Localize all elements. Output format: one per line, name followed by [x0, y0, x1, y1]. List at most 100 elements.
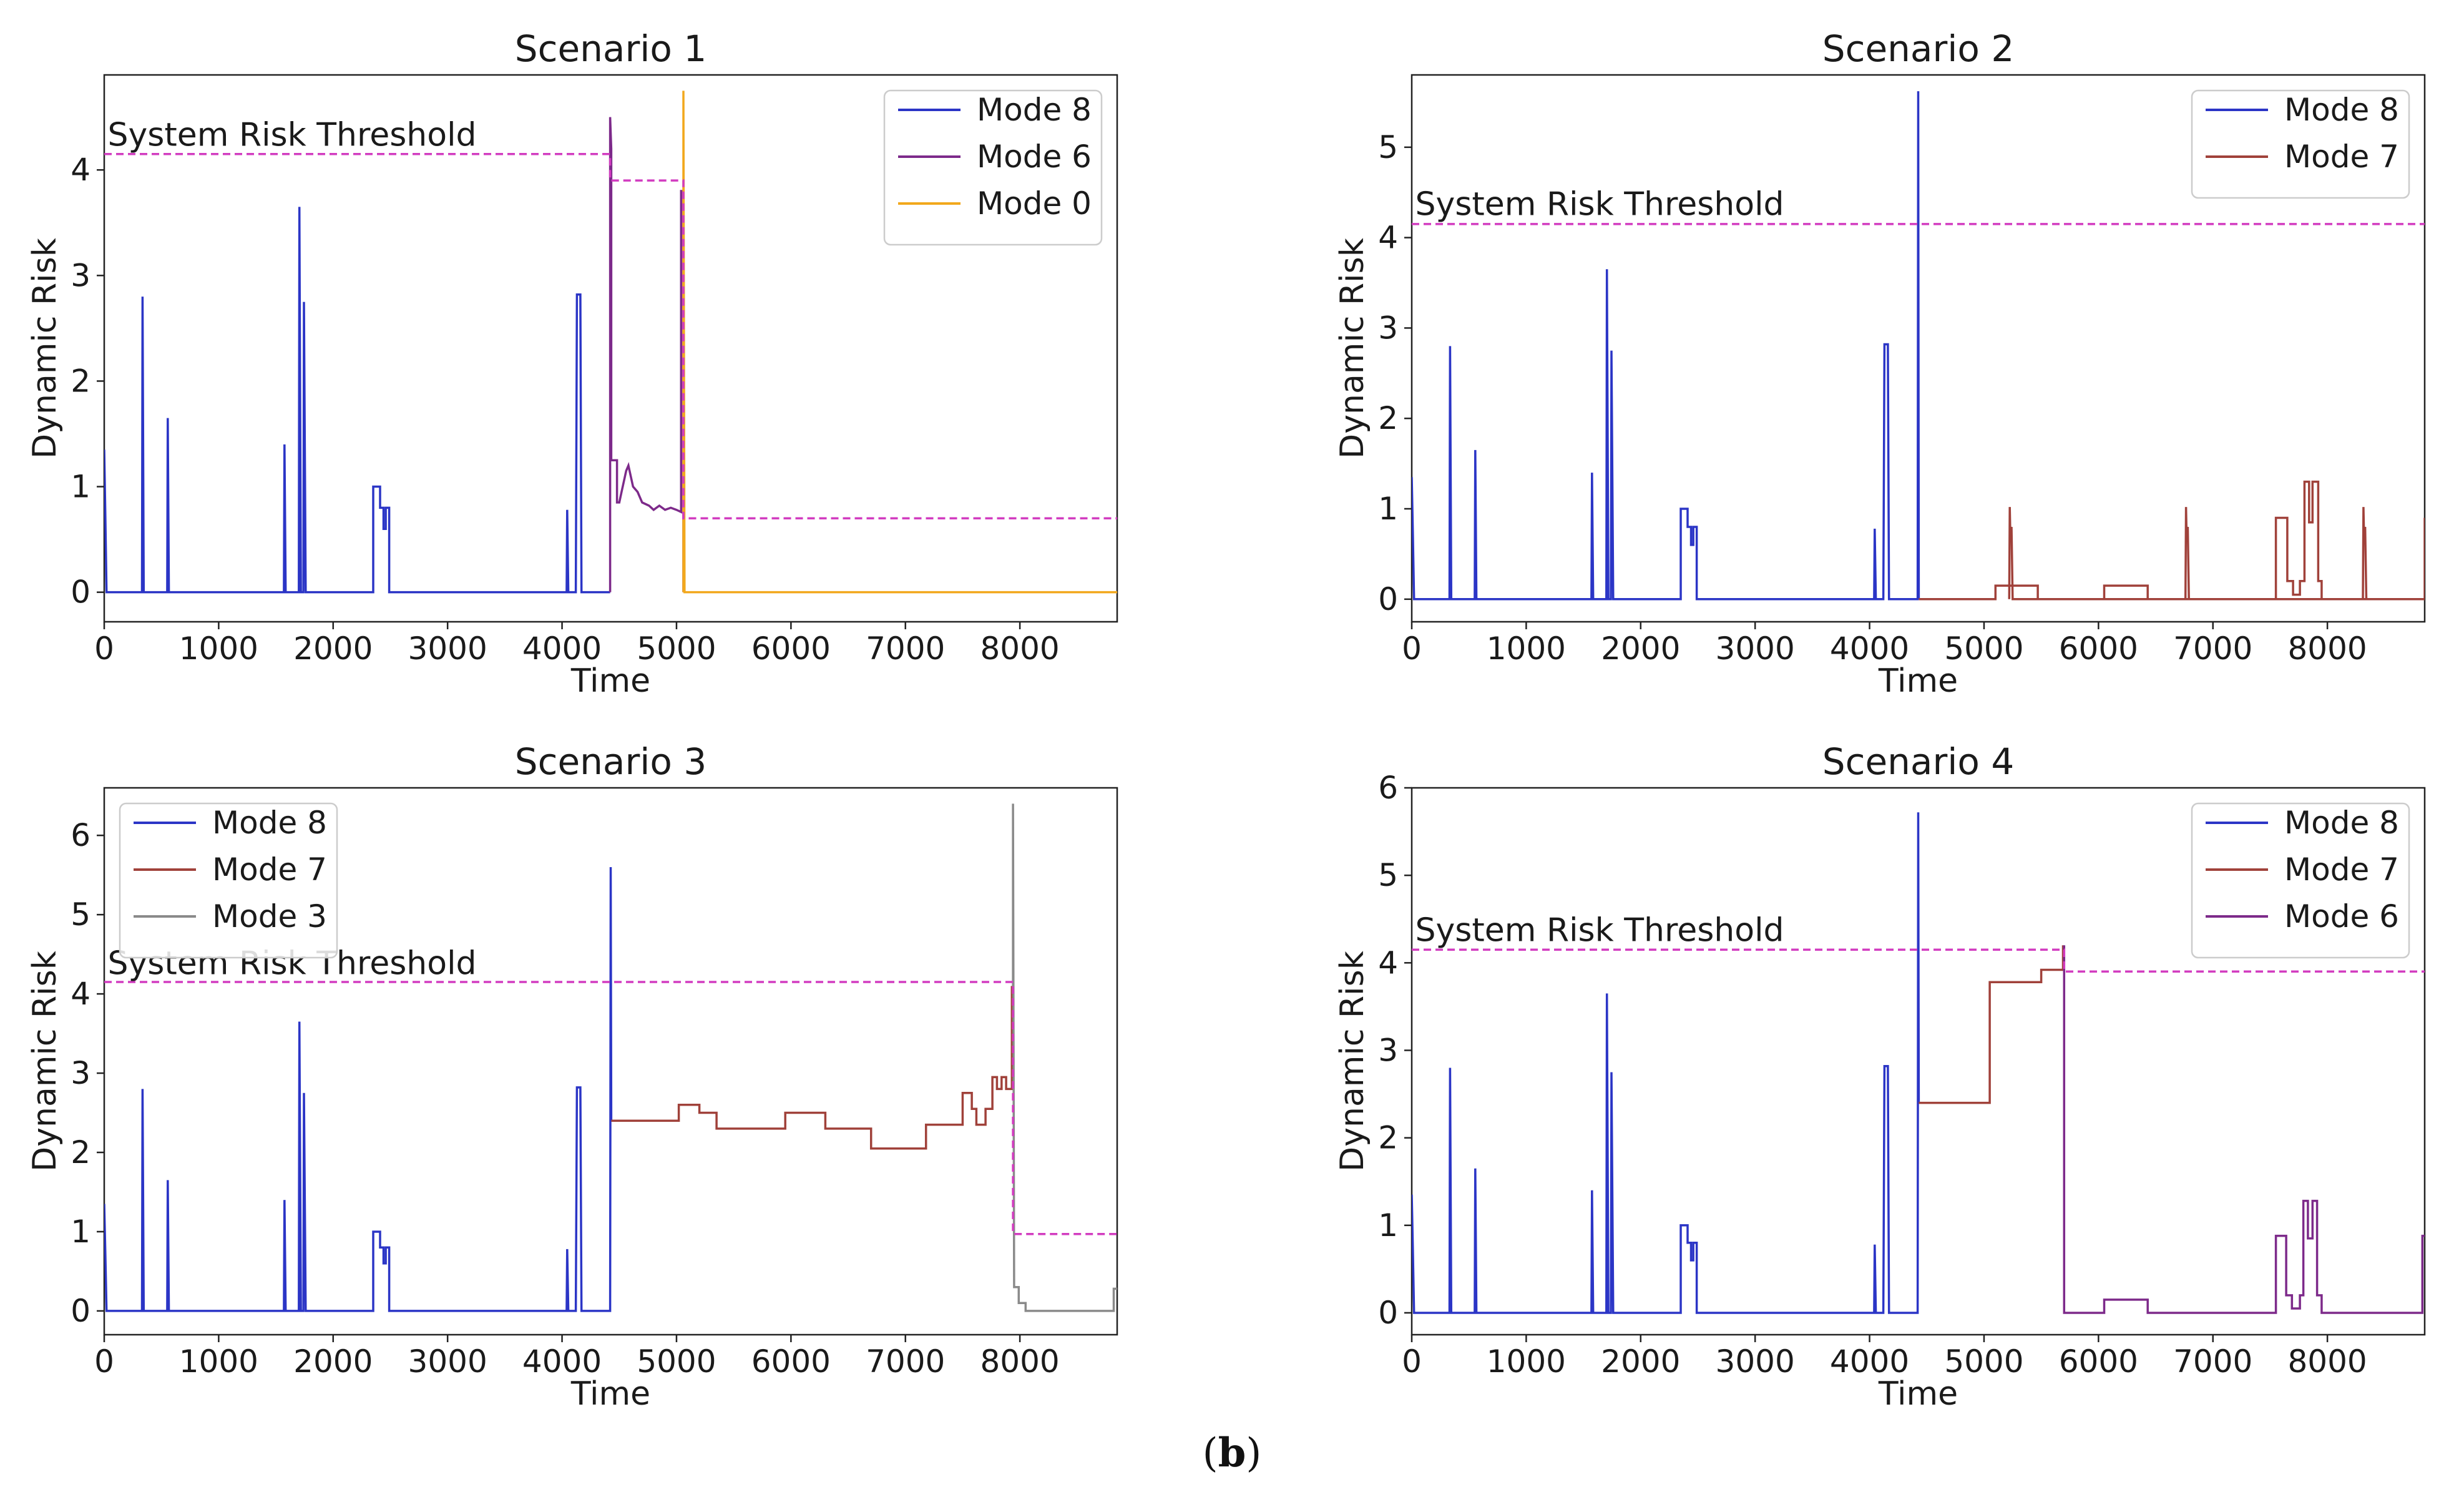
y-tick-label: 0 [1378, 581, 1398, 617]
x-tick-label: 2000 [293, 1343, 373, 1380]
chart-title: Scenario 1 [515, 27, 706, 70]
chart-title: Scenario 3 [515, 740, 706, 783]
series-line-mode-8 [104, 207, 610, 594]
series-line-mode-7 [611, 986, 1014, 1150]
legend-label: Mode 8 [212, 805, 327, 841]
x-tick-label: 6000 [2059, 631, 2138, 667]
x-tick-label: 0 [1402, 631, 1422, 667]
y-tick-label: 4 [1378, 220, 1398, 256]
y-tick-label: 5 [1378, 129, 1398, 165]
x-tick-label: 7000 [866, 631, 945, 667]
x-tick-label: 6000 [751, 1343, 831, 1380]
plot-frame [103, 787, 1118, 1336]
series-line-mode-7 [1919, 945, 2065, 1104]
x-tick-label: 3000 [1716, 631, 1795, 667]
legend-box [119, 802, 338, 959]
x-tick-label: 8000 [2287, 1343, 2367, 1380]
legend-label: Mode 0 [977, 185, 1092, 222]
x-axis-label: Time [570, 662, 650, 700]
y-tick-label: 5 [1378, 857, 1398, 893]
y-axis-label: Dynamic Risk [1334, 951, 1371, 1172]
legend: Mode 8 Mode 7 Mode 3 [119, 802, 338, 959]
x-tick-label: 8000 [980, 1343, 1059, 1380]
y-tick-label: 2 [71, 1134, 90, 1171]
series-line-mode-7 [1919, 480, 2425, 601]
plot-frame [1410, 74, 2426, 623]
chart-title: Scenario 2 [1822, 27, 2014, 70]
x-tick-label: 6000 [751, 631, 831, 667]
threshold-label: System Risk Threshold [1415, 185, 1784, 223]
y-tick-label: 3 [1378, 310, 1398, 346]
legend-box [2191, 802, 2410, 959]
x-tick-label: 0 [94, 1343, 114, 1380]
legend-label: Mode 7 [2284, 852, 2399, 888]
y-axis-label: Dynamic Risk [1334, 238, 1371, 459]
y-tick-label: 3 [71, 257, 90, 293]
x-tick-label: 8000 [2287, 631, 2367, 667]
x-tick-label: 5000 [1944, 631, 2023, 667]
plot-area [104, 91, 1117, 594]
x-axis-label: Time [1878, 1375, 1958, 1413]
figure-caption: (b) [1202, 1430, 1262, 1476]
x-tick-label: 4000 [1830, 631, 1909, 667]
series-line-mode-7-spikes [2008, 507, 2368, 601]
y-tick-label: 4 [71, 976, 90, 1012]
threshold-label: System Risk Threshold [108, 116, 477, 154]
legend-box [883, 89, 1103, 246]
y-tick-label: 2 [71, 363, 90, 399]
x-tick-label: 7000 [2173, 631, 2252, 667]
chart-scenario-2: Scenario 2 0 1000 2000 3000 4000 5000 6000 7000 8… [1334, 27, 2426, 700]
y-tick-label: 4 [71, 152, 90, 188]
y-axis-label: Dynamic Risk [26, 951, 64, 1172]
x-tick-label: 1000 [1487, 1343, 1566, 1380]
plot-area [1412, 812, 2425, 1314]
legend-label: Mode 6 [977, 139, 1092, 175]
threshold-line [104, 153, 1117, 520]
x-tick-label: 2000 [293, 631, 373, 667]
legend-box [2191, 89, 2410, 199]
chart-scenario-1: Scenario 1 0 1000 2000 3000 4000 5000 6000 7000 8… [26, 27, 1118, 700]
series-line-mode-8 [104, 866, 613, 1312]
y-tick-label: 1 [71, 1214, 90, 1250]
legend-label: Mode 7 [212, 852, 327, 888]
plot-frame [1410, 787, 2426, 1336]
legend-label: Mode 8 [977, 92, 1092, 128]
x-tick-label: 3000 [1716, 1343, 1795, 1380]
y-axis-label: Dynamic Risk [26, 238, 64, 459]
x-tick-label: 1000 [179, 1343, 258, 1380]
legend-label: Mode 7 [2284, 139, 2399, 175]
x-tick-label: 4000 [522, 1343, 602, 1380]
series-line-mode-8 [1412, 91, 1920, 601]
chart-title: Scenario 4 [1822, 740, 2014, 783]
y-tick-label: 6 [71, 817, 90, 853]
x-tick-label: 4000 [1830, 1343, 1909, 1380]
y-tick-label: 0 [1378, 1295, 1398, 1331]
y-tick-label: 1 [1378, 1207, 1398, 1244]
series-line-mode-0 [682, 91, 1117, 594]
legend: Mode 8 Mode 7 Mode 6 [2191, 802, 2410, 959]
chart-scenario-3: Scenario 3 0 1000 2000 3000 4000 5000 6000 7000 8… [26, 740, 1118, 1413]
x-axis-label: Time [570, 1375, 650, 1413]
y-tick-label: 1 [1378, 491, 1398, 527]
x-tick-label: 2000 [1601, 1343, 1680, 1380]
figure-caption-letter: b [1218, 1430, 1246, 1476]
y-tick-label: 4 [1378, 945, 1398, 981]
y-tick-label: 3 [71, 1055, 90, 1091]
x-tick-label: 3000 [408, 631, 487, 667]
threshold-label: System Risk Threshold [1415, 911, 1784, 949]
x-axis-label: Time [1878, 662, 1958, 700]
x-tick-label: 1000 [1487, 631, 1566, 667]
x-tick-label: 5000 [1944, 1343, 2023, 1380]
y-tick-label: 0 [71, 1293, 90, 1329]
threshold-line [104, 981, 1117, 1235]
legend-label: Mode 3 [212, 898, 327, 935]
x-tick-label: 7000 [2173, 1343, 2252, 1380]
legend-label: Mode 8 [2284, 92, 2399, 128]
x-tick-label: 7000 [866, 1343, 945, 1380]
y-tick-label: 2 [1378, 400, 1398, 436]
plot-area [104, 803, 1117, 1312]
y-tick-label: 2 [1378, 1120, 1398, 1156]
y-tick-label: 5 [71, 896, 90, 933]
series-line-mode-6 [609, 117, 685, 592]
